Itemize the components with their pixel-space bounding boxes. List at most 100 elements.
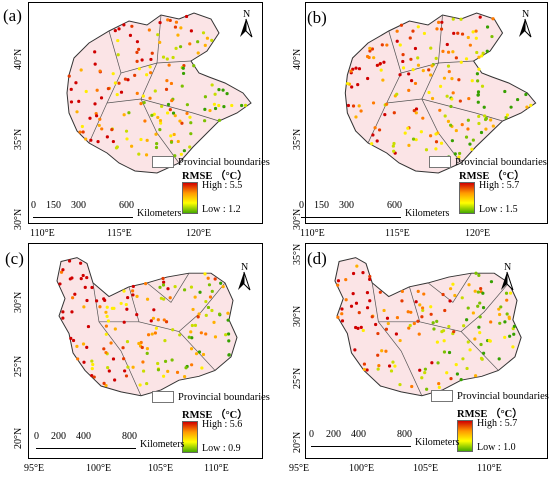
station-point bbox=[354, 301, 359, 305]
station-point bbox=[67, 74, 71, 78]
lat-label-2: 25°N bbox=[13, 355, 24, 377]
station-point bbox=[74, 81, 78, 85]
station-point bbox=[416, 63, 421, 67]
lon-label-1: 110°E bbox=[300, 228, 325, 239]
lon-label-3: 105°E bbox=[413, 463, 439, 474]
scale-tick: 300 bbox=[71, 200, 86, 211]
station-point bbox=[480, 54, 484, 58]
station-point bbox=[454, 56, 458, 60]
station-point bbox=[155, 142, 159, 146]
scale-unit-label: Kilometers bbox=[137, 208, 182, 219]
station-point bbox=[430, 64, 434, 68]
station-point bbox=[145, 381, 149, 386]
rmse-low-label: Low : 1.0 bbox=[477, 442, 516, 453]
station-point bbox=[84, 137, 88, 141]
station-point bbox=[111, 139, 115, 144]
station-point bbox=[400, 299, 404, 303]
station-point bbox=[370, 315, 374, 319]
station-point bbox=[441, 292, 445, 297]
station-point bbox=[189, 121, 193, 125]
station-point bbox=[384, 349, 388, 353]
station-point bbox=[126, 295, 130, 300]
station-point bbox=[221, 88, 225, 92]
station-point bbox=[161, 276, 165, 281]
station-point bbox=[449, 104, 453, 109]
station-point bbox=[447, 324, 451, 329]
rmse-low-label: Low : 1.2 bbox=[202, 204, 241, 215]
station-point bbox=[97, 123, 101, 128]
station-point bbox=[475, 72, 480, 76]
station-point bbox=[478, 330, 482, 335]
station-point bbox=[398, 382, 402, 387]
station-point bbox=[371, 133, 375, 137]
station-point bbox=[389, 369, 394, 373]
station-point bbox=[361, 271, 365, 275]
station-point bbox=[391, 360, 395, 364]
scale-tick: 200 bbox=[51, 431, 66, 442]
station-point bbox=[406, 126, 410, 130]
station-point bbox=[165, 57, 169, 61]
station-point bbox=[491, 17, 495, 21]
station-point bbox=[407, 326, 411, 330]
station-point bbox=[210, 308, 214, 313]
station-point bbox=[366, 76, 370, 81]
station-point bbox=[450, 139, 454, 143]
station-point bbox=[145, 347, 150, 351]
station-point bbox=[196, 51, 200, 55]
station-point bbox=[131, 293, 135, 297]
station-point bbox=[190, 363, 194, 367]
station-point bbox=[411, 137, 416, 141]
station-point bbox=[166, 369, 170, 373]
province-legend-label: Provincial boundaries bbox=[178, 391, 270, 403]
station-point bbox=[85, 298, 89, 303]
svg-text:N: N bbox=[504, 262, 511, 273]
province-legend-label: Provincial boundaries bbox=[457, 390, 549, 402]
station-point bbox=[190, 323, 194, 328]
station-point bbox=[176, 139, 180, 144]
station-point bbox=[416, 289, 420, 293]
station-point bbox=[156, 33, 160, 37]
map-panel-d: (d) N 35°N 30°N 25°N 20°N 95°E 100°E 105… bbox=[283, 243, 549, 474]
station-point bbox=[365, 291, 370, 295]
scale-unit-label: Kilometers bbox=[140, 439, 185, 450]
station-point bbox=[395, 39, 399, 43]
station-point bbox=[88, 116, 92, 120]
station-point bbox=[126, 365, 130, 369]
station-point bbox=[439, 141, 444, 145]
station-point bbox=[375, 139, 379, 143]
station-point bbox=[410, 384, 414, 389]
lat-label-3: 20°N bbox=[13, 427, 24, 449]
rmse-color-ramp bbox=[182, 182, 198, 214]
station-point bbox=[454, 128, 458, 133]
station-point bbox=[158, 285, 162, 289]
station-point bbox=[150, 332, 154, 336]
station-point bbox=[164, 87, 169, 91]
station-point bbox=[447, 350, 452, 355]
station-point bbox=[479, 286, 483, 291]
station-point bbox=[385, 102, 389, 106]
station-point bbox=[427, 68, 431, 72]
station-point bbox=[181, 71, 186, 76]
station-point bbox=[499, 305, 503, 309]
station-point bbox=[179, 26, 183, 30]
station-point bbox=[227, 339, 231, 343]
station-point bbox=[227, 353, 231, 357]
station-point bbox=[421, 308, 425, 313]
rmse-legend-title: RMSE （°C） bbox=[457, 409, 523, 420]
station-point bbox=[156, 318, 160, 322]
scale-tick: 300 bbox=[339, 200, 354, 211]
scale-tick: 600 bbox=[119, 200, 134, 211]
lon-label-2: 100°E bbox=[349, 463, 375, 474]
station-point bbox=[497, 357, 501, 361]
station-point bbox=[382, 308, 386, 313]
station-point bbox=[451, 50, 455, 54]
station-point bbox=[93, 50, 97, 54]
station-point bbox=[80, 124, 84, 129]
station-point bbox=[489, 280, 494, 284]
station-point bbox=[524, 92, 528, 97]
station-point bbox=[434, 132, 438, 136]
station-point bbox=[141, 369, 146, 373]
scale-tick: 200 bbox=[326, 429, 341, 440]
station-point bbox=[478, 15, 482, 19]
station-point bbox=[185, 103, 190, 107]
